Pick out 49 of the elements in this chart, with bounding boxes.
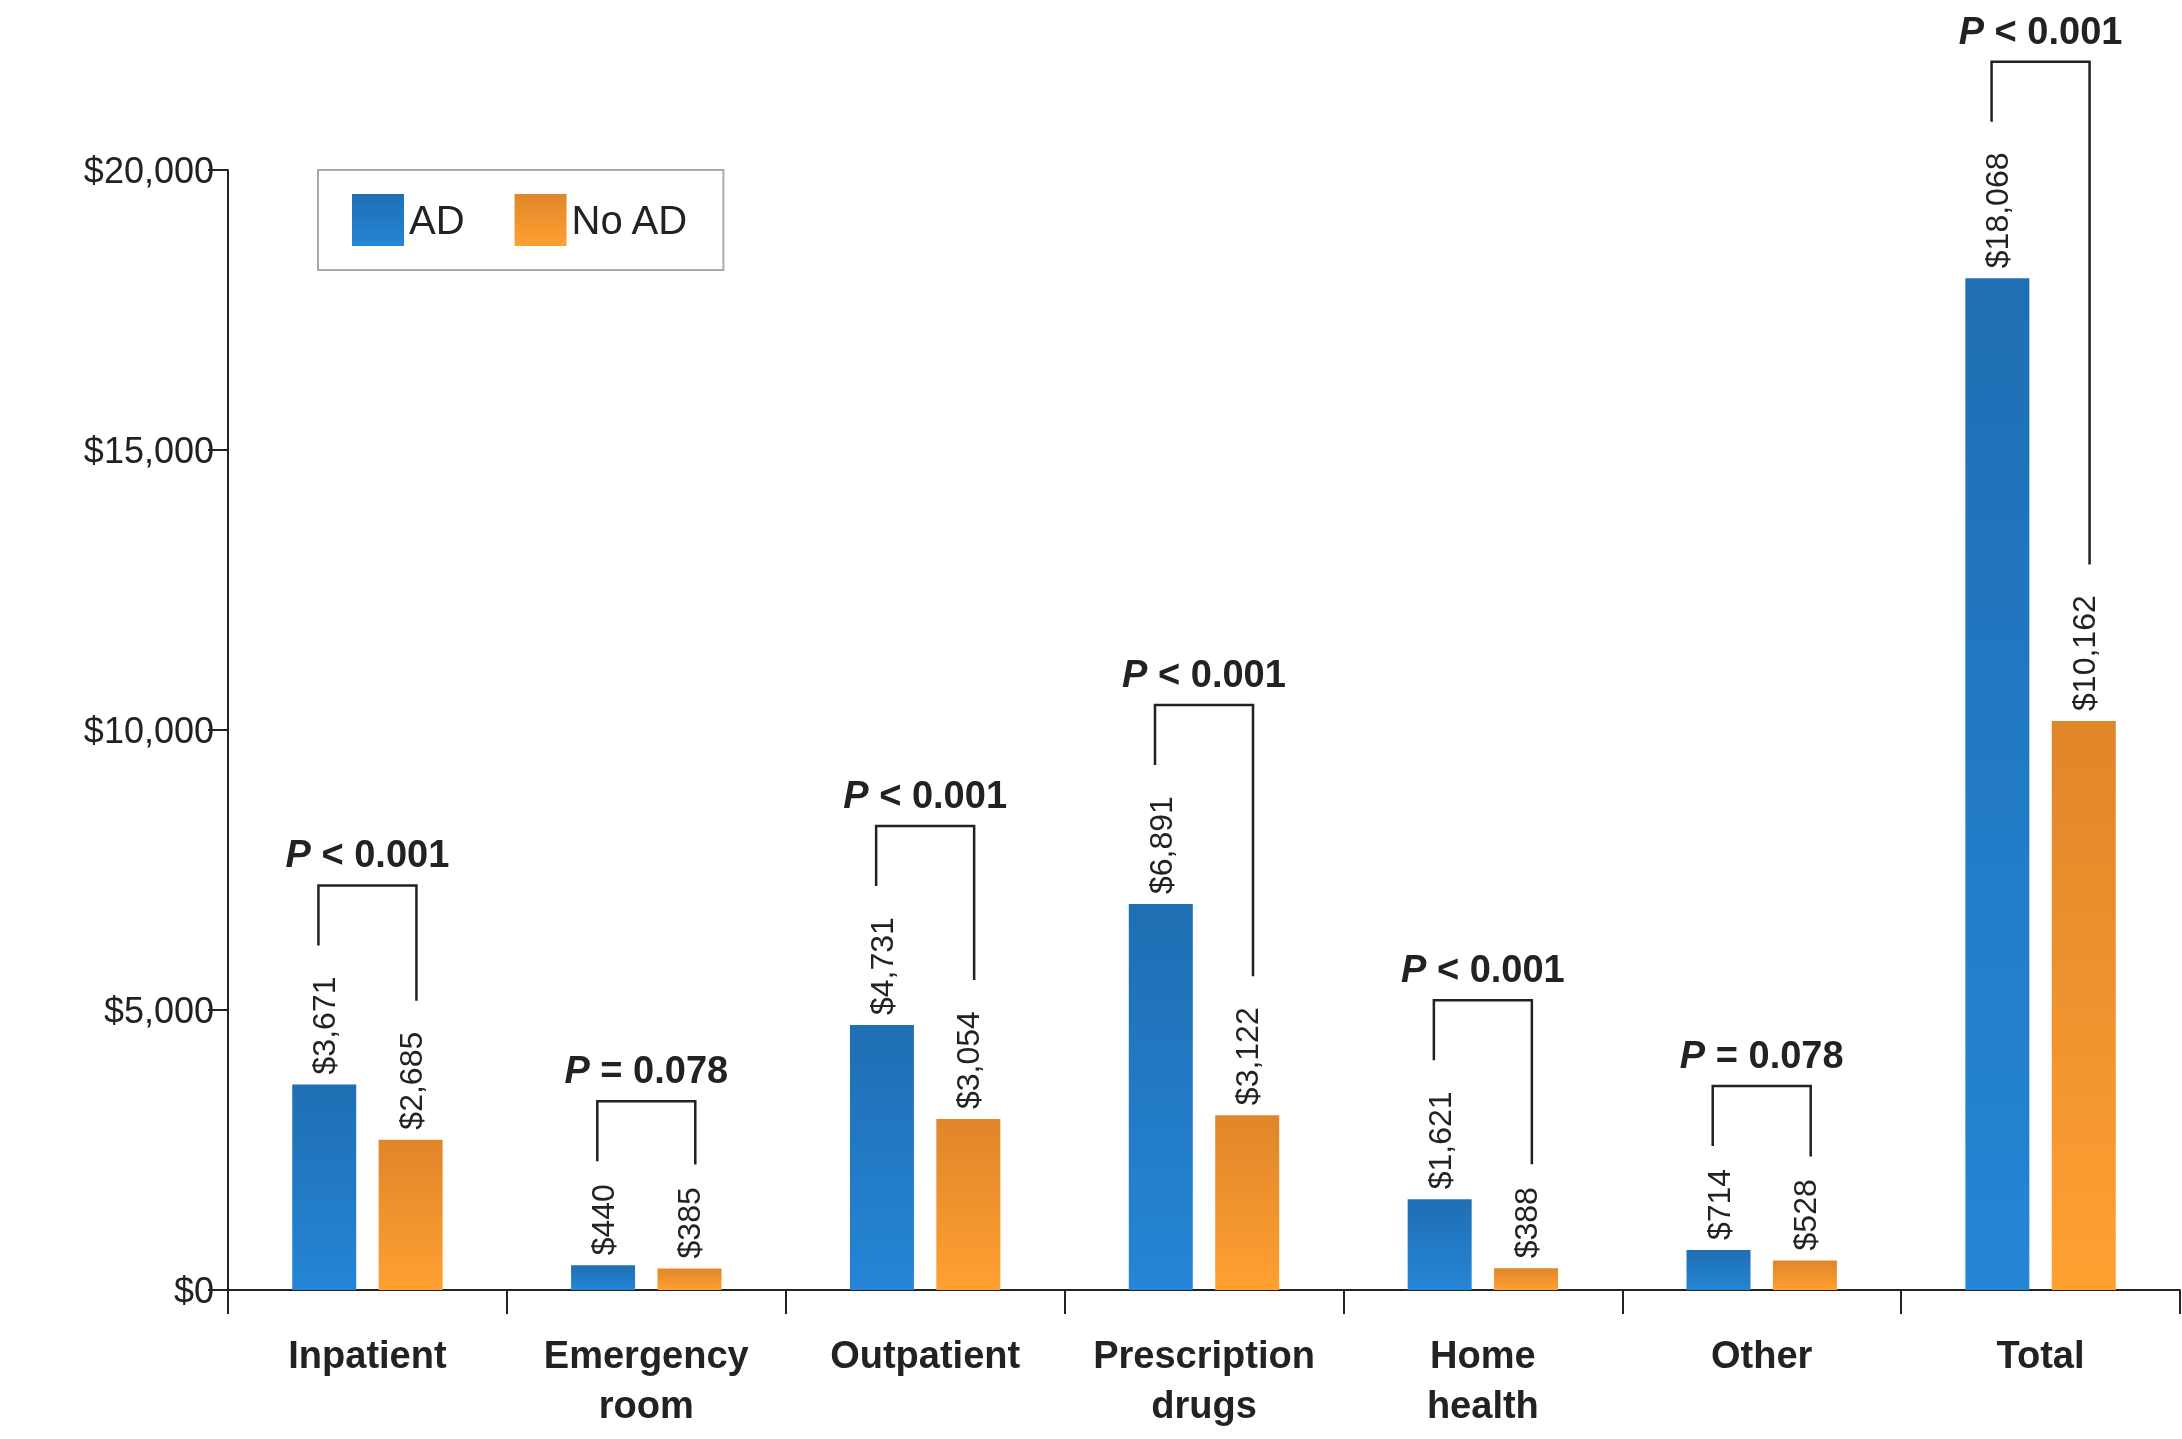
y-tick-label: $5,000 xyxy=(103,989,214,1031)
x-tick-label: Emergency room xyxy=(543,1334,749,1426)
x-tick-label: Home health xyxy=(1426,1334,1539,1426)
data-label: $388 xyxy=(1508,1187,1545,1259)
y-tick-label: $0 xyxy=(173,1269,214,1311)
data-label: $528 xyxy=(1786,1179,1823,1251)
bar xyxy=(1407,1199,1472,1290)
data-label: $3,122 xyxy=(1229,1007,1266,1106)
data-label: $714 xyxy=(1700,1168,1737,1241)
x-tick-label: Inpatient xyxy=(288,1334,447,1376)
bar xyxy=(657,1268,722,1290)
annotation: P = 0.078 xyxy=(564,1049,729,1092)
data-label: $3,054 xyxy=(950,1011,987,1109)
x-tick-label: Prescription drugs xyxy=(1093,1334,1315,1426)
data-label: $1,621 xyxy=(1421,1091,1458,1190)
data-label: $10,162 xyxy=(2065,595,2102,711)
x-tick-label: Outpatient xyxy=(830,1334,1021,1376)
bar xyxy=(849,1025,914,1290)
bar xyxy=(1772,1260,1837,1290)
data-label: $385 xyxy=(671,1187,708,1259)
y-tick-label: $15,000 xyxy=(83,429,214,471)
bar xyxy=(2051,720,2116,1290)
annotation: P < 0.001 xyxy=(1122,653,1286,696)
annotation: P < 0.001 xyxy=(285,833,450,876)
data-label: $6,891 xyxy=(1142,796,1179,895)
bar xyxy=(571,1265,636,1290)
bar xyxy=(378,1139,443,1290)
legend-label: No AD xyxy=(571,198,688,242)
y-tick-label: $20,000 xyxy=(83,149,214,191)
bar xyxy=(936,1118,1001,1290)
data-label: $2,685 xyxy=(392,1031,429,1130)
bar xyxy=(292,1084,357,1290)
x-tick-label: Other xyxy=(1711,1334,1813,1376)
data-label: $4,731 xyxy=(863,917,900,1016)
data-label: $3,671 xyxy=(306,976,343,1075)
text: P < 0.001 xyxy=(1958,9,2123,52)
y-tick-label: $10,000 xyxy=(83,709,214,751)
bar xyxy=(1215,1115,1280,1290)
data-label: $18,068 xyxy=(1979,152,2016,269)
x-tick-label: Total xyxy=(1996,1334,2085,1376)
bar xyxy=(1965,278,2030,1290)
annotation: P = 0.078 xyxy=(1679,1034,1844,1077)
bar xyxy=(1686,1250,1751,1290)
annotation: P < 0.001 xyxy=(1400,948,1565,991)
data-label: $440 xyxy=(585,1184,622,1256)
bar xyxy=(1494,1268,1559,1290)
bar xyxy=(1128,904,1193,1290)
annotation: P < 0.001 xyxy=(843,774,1008,817)
legend-label: AD xyxy=(409,198,465,242)
